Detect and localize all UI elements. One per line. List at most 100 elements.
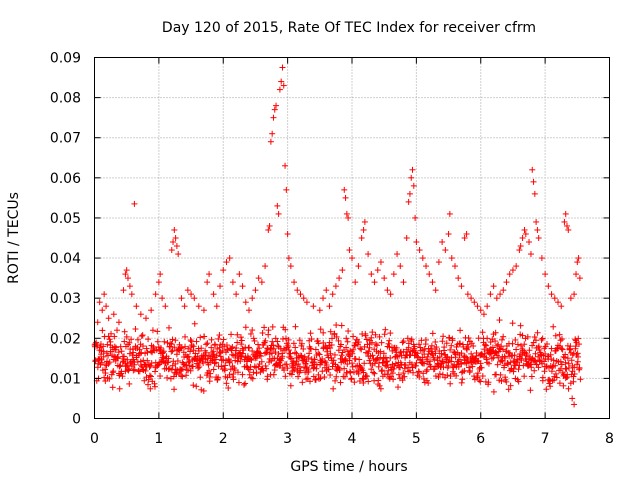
data-point (206, 352, 213, 359)
data-point (200, 360, 207, 367)
data-point (435, 259, 442, 266)
data-point (413, 239, 420, 246)
data-point (550, 357, 557, 364)
data-point (325, 366, 332, 373)
data-point (233, 344, 240, 351)
data-point (128, 336, 135, 343)
data-point (141, 377, 148, 384)
data-point (203, 341, 210, 348)
data-point (479, 329, 486, 336)
data-point (331, 351, 338, 358)
data-point (521, 373, 528, 380)
data-point (465, 334, 472, 341)
data-point (251, 337, 258, 344)
data-point (235, 369, 242, 376)
data-point (349, 255, 355, 262)
data-point (539, 374, 546, 381)
data-point (294, 373, 301, 380)
data-point (372, 341, 379, 348)
data-point (316, 375, 323, 382)
data-point (294, 287, 301, 294)
data-point (303, 299, 310, 306)
data-point (159, 295, 166, 302)
data-point (226, 255, 233, 262)
data-point (131, 361, 138, 368)
data-point (257, 353, 264, 360)
data-point (146, 364, 153, 371)
data-point (549, 377, 556, 384)
data-point (417, 344, 424, 351)
data-point (382, 354, 389, 361)
data-point (352, 355, 359, 362)
data-point (375, 377, 382, 384)
data-point (124, 275, 131, 282)
data-point (270, 342, 277, 349)
data-point (140, 343, 147, 350)
data-point (193, 383, 200, 390)
data-point (458, 350, 465, 357)
data-point (324, 348, 331, 355)
data-point (265, 226, 272, 233)
data-point (557, 337, 564, 344)
data-point (239, 350, 246, 357)
data-point (269, 323, 276, 330)
data-point (498, 336, 505, 343)
data-point (171, 226, 178, 233)
data-point (105, 315, 112, 322)
data-point (334, 363, 341, 370)
data-point (529, 166, 536, 173)
data-point (222, 362, 229, 369)
data-point (310, 373, 317, 380)
data-point (567, 295, 574, 302)
data-point (377, 385, 384, 392)
data-point (432, 287, 439, 294)
data-point (421, 360, 428, 367)
data-point (291, 366, 298, 373)
data-point (187, 367, 194, 374)
y-tick-label: 0.01 (50, 371, 81, 387)
data-point (360, 226, 367, 233)
data-point (509, 340, 516, 347)
data-point (188, 291, 195, 298)
data-point (270, 345, 277, 352)
data-point (556, 331, 563, 338)
data-point (419, 354, 426, 361)
data-point (145, 381, 152, 388)
data-point (201, 333, 208, 340)
data-point (187, 348, 194, 355)
data-point (191, 295, 198, 302)
data-point (553, 374, 560, 381)
data-point (568, 357, 575, 364)
data-point (542, 350, 549, 357)
data-point (500, 333, 507, 340)
data-point (361, 360, 368, 367)
data-point (126, 380, 133, 387)
data-point (249, 295, 256, 302)
x-tick-label: 0 (90, 431, 99, 447)
data-point (102, 378, 109, 385)
data-point (531, 334, 538, 341)
data-point (400, 338, 407, 345)
data-point (100, 343, 107, 350)
data-point (142, 367, 149, 374)
data-point (401, 365, 408, 372)
data-point (152, 368, 159, 375)
data-point (212, 342, 219, 349)
data-point (424, 366, 431, 373)
data-point (130, 367, 137, 374)
data-point (387, 354, 394, 361)
data-point (173, 243, 180, 250)
data-point (312, 376, 319, 383)
data-point (172, 360, 179, 367)
data-point (331, 330, 338, 337)
y-tick-label: 0.04 (50, 251, 81, 267)
x-tick-label: 1 (154, 431, 163, 447)
data-point (328, 341, 335, 348)
data-point (179, 373, 186, 380)
data-point (339, 267, 346, 274)
data-point (132, 325, 139, 332)
data-point (283, 361, 290, 368)
data-point (551, 295, 558, 302)
data-point (480, 311, 487, 318)
data-point (571, 291, 578, 298)
